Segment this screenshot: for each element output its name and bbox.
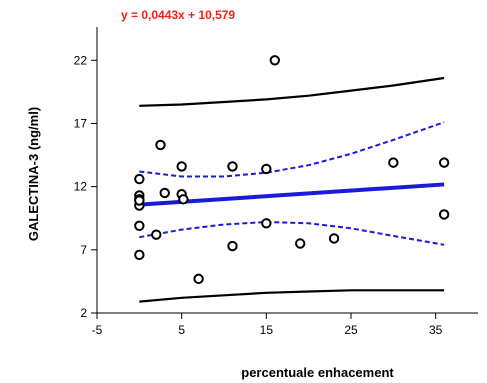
bands — [139, 76, 445, 303]
x-tick-label: 5 — [178, 323, 185, 337]
data-point — [261, 218, 272, 229]
data-point — [269, 55, 280, 66]
confidence-band-upper — [139, 121, 445, 178]
x-tick-label: 25 — [344, 323, 358, 337]
y-axis-label: GALECTINA-3 (ng/ml) — [26, 107, 41, 241]
data-point — [295, 238, 306, 249]
confidence-band-lower — [139, 220, 445, 246]
data-point — [134, 173, 145, 185]
data-point — [155, 139, 166, 151]
data-point — [328, 233, 340, 244]
data-point — [438, 157, 450, 168]
data-point — [261, 163, 272, 175]
axes: 2 7 12 17 22 -5 5 15 25 35 — [74, 27, 478, 337]
x-tick-label: 15 — [260, 323, 274, 337]
data-point — [134, 220, 145, 232]
data-point — [227, 240, 238, 252]
y-tick-label: 2 — [80, 306, 87, 320]
data-point — [176, 161, 187, 172]
x-tick-label: -5 — [92, 323, 103, 337]
data-point — [151, 229, 162, 240]
regression-equation: y = 0,0443x + 10,579 — [121, 8, 235, 22]
data-point — [178, 194, 189, 205]
data-point — [134, 195, 145, 206]
x-tick-label: 35 — [429, 323, 443, 337]
y-tick-label: 22 — [74, 53, 88, 67]
data-point — [388, 157, 399, 168]
data-point — [193, 273, 204, 285]
data-point — [227, 161, 238, 172]
data-point — [438, 209, 450, 220]
prediction-band-lower — [139, 289, 445, 303]
y-tick-label: 7 — [80, 243, 87, 257]
y-tick-label: 12 — [74, 180, 88, 194]
x-axis-label: percentuale enhacement — [241, 365, 394, 380]
regression-line — [139, 182, 445, 207]
y-tick-label: 17 — [74, 116, 88, 130]
prediction-band-upper — [139, 76, 445, 107]
data-points — [134, 55, 450, 285]
data-point — [159, 187, 170, 199]
data-point — [134, 249, 145, 261]
